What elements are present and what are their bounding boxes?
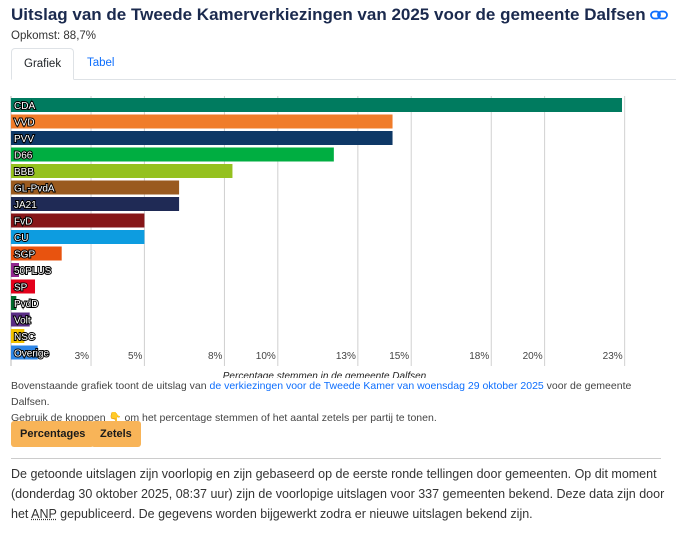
percentages-button[interactable]: Percentages <box>11 421 95 447</box>
bar-label: VVD <box>14 118 35 129</box>
x-tick-label: 13% <box>336 351 356 362</box>
x-tick-label: 5% <box>128 351 143 362</box>
x-tick-label: 20% <box>523 351 543 362</box>
bar <box>11 180 180 195</box>
bar-label: 50PLUS <box>14 266 52 277</box>
bar-chart: 3% 5% 8% 10% 13% 15% 18% 20% 23% CDA VVD PVV D66 BBB G… <box>10 96 626 378</box>
tab-bar: Grafiek Tabel <box>11 48 676 80</box>
bar <box>11 197 180 211</box>
bar <box>11 131 393 145</box>
bar <box>11 164 233 178</box>
bar <box>11 98 622 112</box>
bar-label: PvdD <box>14 299 38 310</box>
anp-abbreviation: ANP <box>31 507 57 521</box>
bar <box>11 230 145 244</box>
bar <box>11 263 20 277</box>
disclaimer-body-end: gepubliceerd. De gegevens worden bijgewe… <box>56 507 533 521</box>
bar-label: JA21 <box>14 200 37 211</box>
bar <box>11 329 25 343</box>
chart-note: Bovenstaande grafiek toont de uitslag va… <box>11 378 671 426</box>
x-tick-label: 15% <box>389 351 409 362</box>
disclaimer-body: De getoonde uitslagen zijn voorlopig en … <box>11 467 665 521</box>
turnout-text: Opkomst: 88,7% <box>11 30 97 42</box>
bar-label: FvD <box>14 217 32 228</box>
x-tick-label: 18% <box>469 351 489 362</box>
bar-label: Overige <box>14 349 49 360</box>
bar-label: SP <box>14 283 28 294</box>
x-tick-label: 3% <box>75 351 90 362</box>
bar <box>11 213 145 228</box>
bar-label: CU <box>14 233 28 244</box>
page-title-text: Uitslag van de Tweede Kamerverkiezingen … <box>11 5 646 24</box>
divider <box>11 458 661 459</box>
bar-label: CDA <box>14 101 35 112</box>
bar-label: BBB <box>14 167 34 178</box>
x-tick-label: 23% <box>603 351 623 362</box>
page-title: Uitslag van de Tweede Kamerverkiezingen … <box>11 5 668 26</box>
seats-button[interactable]: Zetels <box>91 421 141 447</box>
x-tick-label: 10% <box>256 351 276 362</box>
bar <box>11 114 393 129</box>
bar-label: NSC <box>14 332 35 343</box>
bar <box>11 147 334 162</box>
link-icon[interactable] <box>649 6 668 26</box>
bar-label: D66 <box>14 151 33 162</box>
election-link[interactable]: de verkiezingen voor de Tweede Kamer van… <box>209 380 544 392</box>
bar <box>11 312 30 327</box>
tab-grafiek[interactable]: Grafiek <box>11 48 75 80</box>
bar-label: Volt <box>14 316 31 327</box>
x-tick-label: 8% <box>208 351 223 362</box>
chart-note-text-end: voor de gemeente Dalfsen. <box>11 380 632 408</box>
chart-note-text: Bovenstaande grafiek toont de uitslag va… <box>11 380 210 392</box>
tab-tabel[interactable]: Tabel <box>87 57 115 69</box>
chart-note-instruction-end: om het percentage stemmen of het aantal … <box>121 412 437 424</box>
bar <box>11 296 17 310</box>
bar <box>11 246 62 261</box>
x-axis-title: Percentage stemmen in de gemeente Dalfse… <box>223 371 427 378</box>
bar <box>11 279 36 294</box>
bar-label: SGP <box>14 250 35 261</box>
disclaimer-text: De getoonde uitslagen zijn voorlopig en … <box>11 464 676 524</box>
bar-label: GL-PvdA <box>14 184 55 195</box>
bar-label: PVV <box>14 134 34 145</box>
bar <box>11 345 38 360</box>
